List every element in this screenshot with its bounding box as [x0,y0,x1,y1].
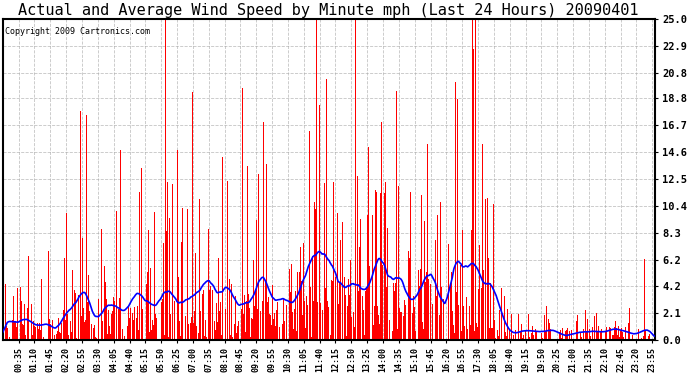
Text: Copyright 2009 Cartronics.com: Copyright 2009 Cartronics.com [5,27,150,36]
Title: Actual and Average Wind Speed by Minute mph (Last 24 Hours) 20090401: Actual and Average Wind Speed by Minute … [19,3,639,18]
